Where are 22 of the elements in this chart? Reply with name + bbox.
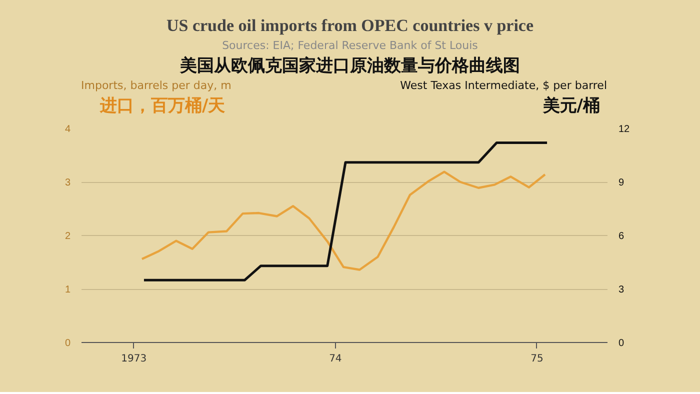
x-tick-label: 1973 (121, 354, 147, 364)
y2-tick-label: 0 (618, 338, 624, 349)
y-tick-label: 1 (64, 284, 71, 296)
y-tick-label: 2 (64, 231, 71, 242)
x-tick-label: 75 (530, 354, 544, 364)
text: 美国从欧佩克国家进口原油数量与价格曲线图 (180, 55, 520, 78)
line-series (142, 142, 548, 282)
y2-tick-label: 12 (618, 124, 630, 135)
y-tick-label: 3 (64, 178, 71, 188)
y-tick-label: 0 (64, 338, 71, 349)
chart-title: US crude oil imports from OPEC countries v price (166, 15, 534, 37)
x-tick-label: 74 (329, 354, 342, 364)
y-tick-label: 4 (64, 124, 71, 135)
chart-subtitle: Sources: EIA; Federal Reserve Bank of St Louis (222, 38, 478, 54)
y2-axis-title: West Texas Intermediate, $ per barrel (400, 78, 607, 94)
text: 美元/桶 (542, 95, 600, 118)
line-series (140, 170, 546, 271)
y-axis-title: Imports, barrels per day, m (81, 78, 232, 94)
text: 进口，百万桶/天 (100, 95, 226, 118)
y2-tick-label: 6 (618, 231, 624, 242)
y2-tick-label: 9 (618, 178, 624, 188)
y2-tick-label: 3 (618, 284, 624, 296)
